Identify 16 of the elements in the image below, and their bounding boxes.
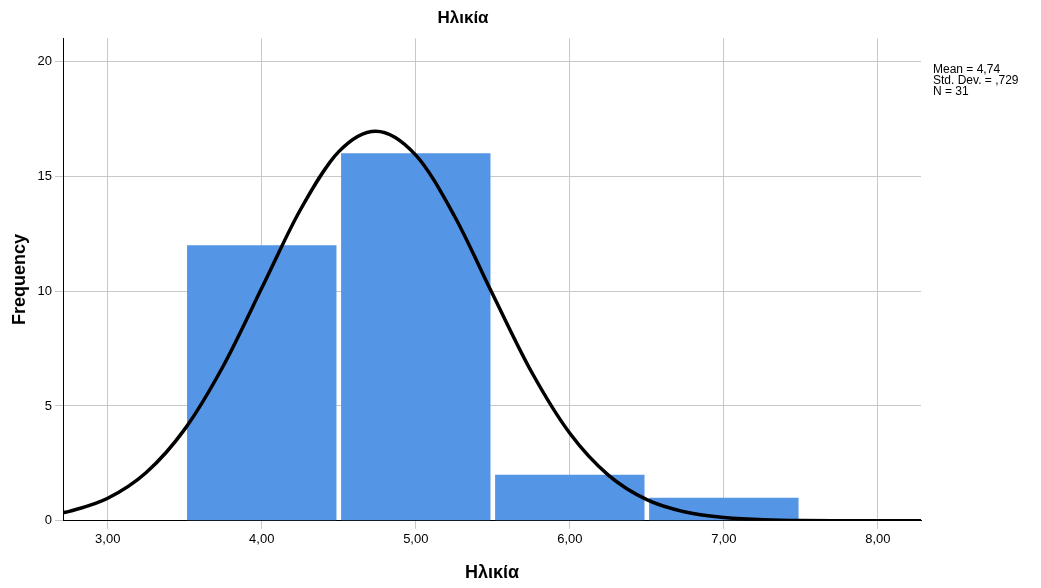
x-tick-label: 7,00 [711,531,737,547]
x-tick-label: 4,00 [249,531,275,547]
y-tick-label: 15 [37,167,53,183]
text: N = 31 [933,83,970,98]
x-tick-label: 6,00 [557,531,583,547]
x-axis-title: Ηλικία [464,562,520,583]
text: Mean = 4,74 [933,61,1001,76]
y-tick-label: 20 [37,52,53,68]
y-tick-label: 0 [44,512,53,528]
x-tick-label: 3,00 [95,531,121,547]
x-tick-label: 8,00 [865,531,891,547]
x-tick-label: 5,00 [403,531,429,547]
y-tick-label: 10 [37,282,53,298]
y-tick-label: 5 [44,397,53,413]
y-axis-title: Frequency [8,234,29,326]
chart-title: Ηλικία [437,7,490,27]
